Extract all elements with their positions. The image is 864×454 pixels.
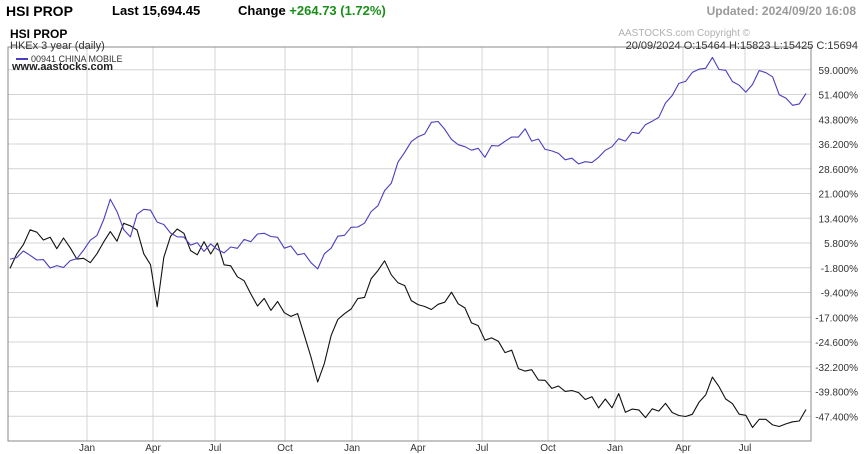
y-tick-label: 5.800%: [824, 239, 858, 250]
x-tick-label: Apr: [675, 443, 691, 454]
series-lines: [9, 56, 807, 429]
y-tick-label: 36.200%: [819, 140, 859, 151]
last-value: 15,694.45: [142, 3, 201, 18]
y-tick-label: -47.400%: [815, 412, 858, 423]
legend-label-china-mobile: 00941 CHINA MOBILE: [31, 54, 123, 64]
legend: 00941 CHINA MOBILE: [16, 54, 123, 64]
copyright-text: AASTOCKS.com Copyright ©: [618, 28, 750, 39]
y-tick-label: -17.000%: [815, 313, 858, 324]
x-tick-label: Oct: [540, 443, 556, 454]
series-line-hsi-prop: [9, 222, 807, 429]
y-axis-labels: 59.000% 51.400% 43.800% 36.200% 28.600% 21.00…: [815, 66, 858, 423]
x-tick-label: Jul: [476, 443, 489, 454]
y-tick-label: 59.000%: [819, 66, 859, 77]
updated-timestamp: Updated: 2024/09/20 16:08: [706, 4, 856, 18]
x-tick-label: Jul: [209, 443, 222, 454]
x-tick-label: Jul: [739, 443, 752, 454]
chart-subtitle: HKEx 3 year (daily): [10, 40, 105, 52]
price-change: Change +264.73 (1.72%): [238, 3, 386, 18]
x-tick-label: Jan: [344, 443, 360, 454]
x-tick-label: Jan: [79, 443, 95, 454]
y-tick-label: -32.200%: [815, 363, 858, 374]
last-label: Last: [112, 3, 139, 18]
change-label: Change: [238, 3, 286, 18]
plot-frame: [7, 46, 812, 442]
y-tick-label: 13.400%: [819, 214, 859, 225]
watermark: www.aastocks.com: [11, 61, 113, 73]
x-tick-label: Oct: [277, 443, 293, 454]
y-tick-label: -39.800%: [815, 388, 858, 399]
top-header: HSI PROP Last 15,694.45 Change +264.73 (…: [0, 0, 864, 22]
y-tick-label: -9.400%: [821, 289, 858, 300]
chart-grid: [8, 47, 811, 441]
x-tick-label: Apr: [145, 443, 161, 454]
x-axis-labels: Jan Apr Jul Oct Jan Apr Jul Oct Jan Apr Jul: [79, 443, 751, 454]
last-price: Last 15,694.45: [112, 3, 200, 18]
x-tick-label: Apr: [410, 443, 426, 454]
y-tick-label: 51.400%: [819, 91, 859, 102]
chart-title: HSI PROP: [10, 27, 67, 41]
y-tick-label: 28.600%: [819, 165, 859, 176]
series-line-china-mobile: [9, 56, 807, 270]
change-value: +264.73 (1.72%): [289, 3, 386, 18]
x-tick-label: Jan: [607, 443, 623, 454]
y-tick-label: 21.000%: [819, 190, 859, 201]
index-title: HSI PROP: [6, 3, 73, 19]
y-tick-label: -24.600%: [815, 338, 858, 349]
y-tick-label: -1.800%: [821, 264, 858, 275]
ohlc-readout: 20/09/2024 O:15464 H:15823 L:15425 C:156…: [626, 40, 858, 52]
y-tick-label: 43.800%: [819, 115, 859, 126]
